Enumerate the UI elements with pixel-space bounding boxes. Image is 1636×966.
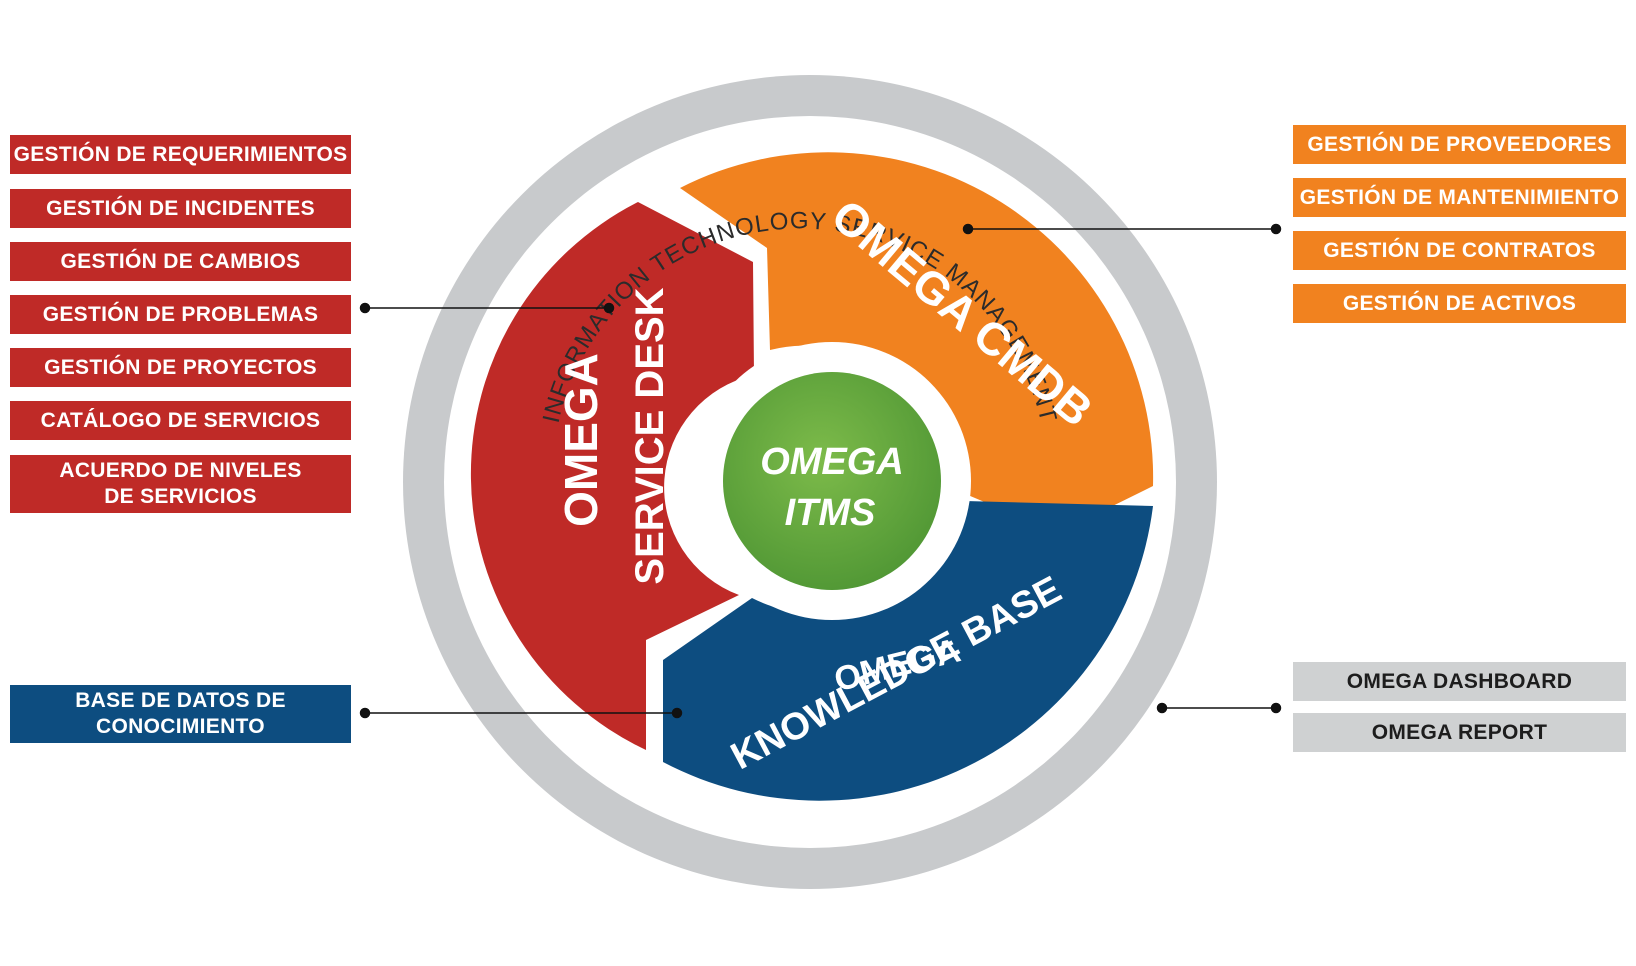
module-box-problemas: GESTIÓN DE PROBLEMAS (10, 295, 351, 334)
module-box-incidentes: GESTIÓN DE INCIDENTES (10, 189, 351, 228)
connector-dot (671, 707, 683, 719)
service-desk-label-line1: OMEGA (555, 353, 607, 527)
connector-dot (1270, 702, 1282, 714)
connector-dot (1270, 223, 1282, 235)
core-label-line2: ITMS (785, 492, 876, 534)
segment-service-desk (470, 202, 754, 750)
module-box-catalogo: CATÁLOGO DE SERVICIOS (10, 401, 351, 440)
module-box-contratos: GESTIÓN DE CONTRATOS (1293, 231, 1626, 270)
module-box-mantenimiento: GESTIÓN DE MANTENIMIENTO (1293, 178, 1626, 217)
connector-dot (962, 223, 974, 235)
module-box-acuerdo-niveles: ACUERDO DE NIVELES DE SERVICIOS (10, 455, 351, 513)
module-box-requerimientos: GESTIÓN DE REQUERIMIENTOS (10, 135, 351, 174)
module-box-base-conocimiento: BASE DE DATOS DE CONOCIMIENTO (10, 685, 351, 743)
module-box-report: OMEGA REPORT (1293, 713, 1626, 752)
connector-dot (359, 302, 371, 314)
core-omega-itms (723, 372, 941, 590)
module-box-activos: GESTIÓN DE ACTIVOS (1293, 284, 1626, 323)
module-box-proveedores: GESTIÓN DE PROVEEDORES (1293, 125, 1626, 164)
module-box-dashboard: OMEGA DASHBOARD (1293, 662, 1626, 701)
module-box-proyectos: GESTIÓN DE PROYECTOS (10, 348, 351, 387)
connector-dot (603, 302, 615, 314)
connector-dot (1156, 702, 1168, 714)
connector-dot (359, 707, 371, 719)
service-desk-label-line2: SERVICE DESK (628, 287, 672, 584)
segment-knowledge-base (663, 501, 1153, 801)
segment-cmdb (680, 152, 1154, 534)
core-label-line1: OMEGA (760, 441, 904, 483)
module-box-cambios: GESTIÓN DE CAMBIOS (10, 242, 351, 281)
